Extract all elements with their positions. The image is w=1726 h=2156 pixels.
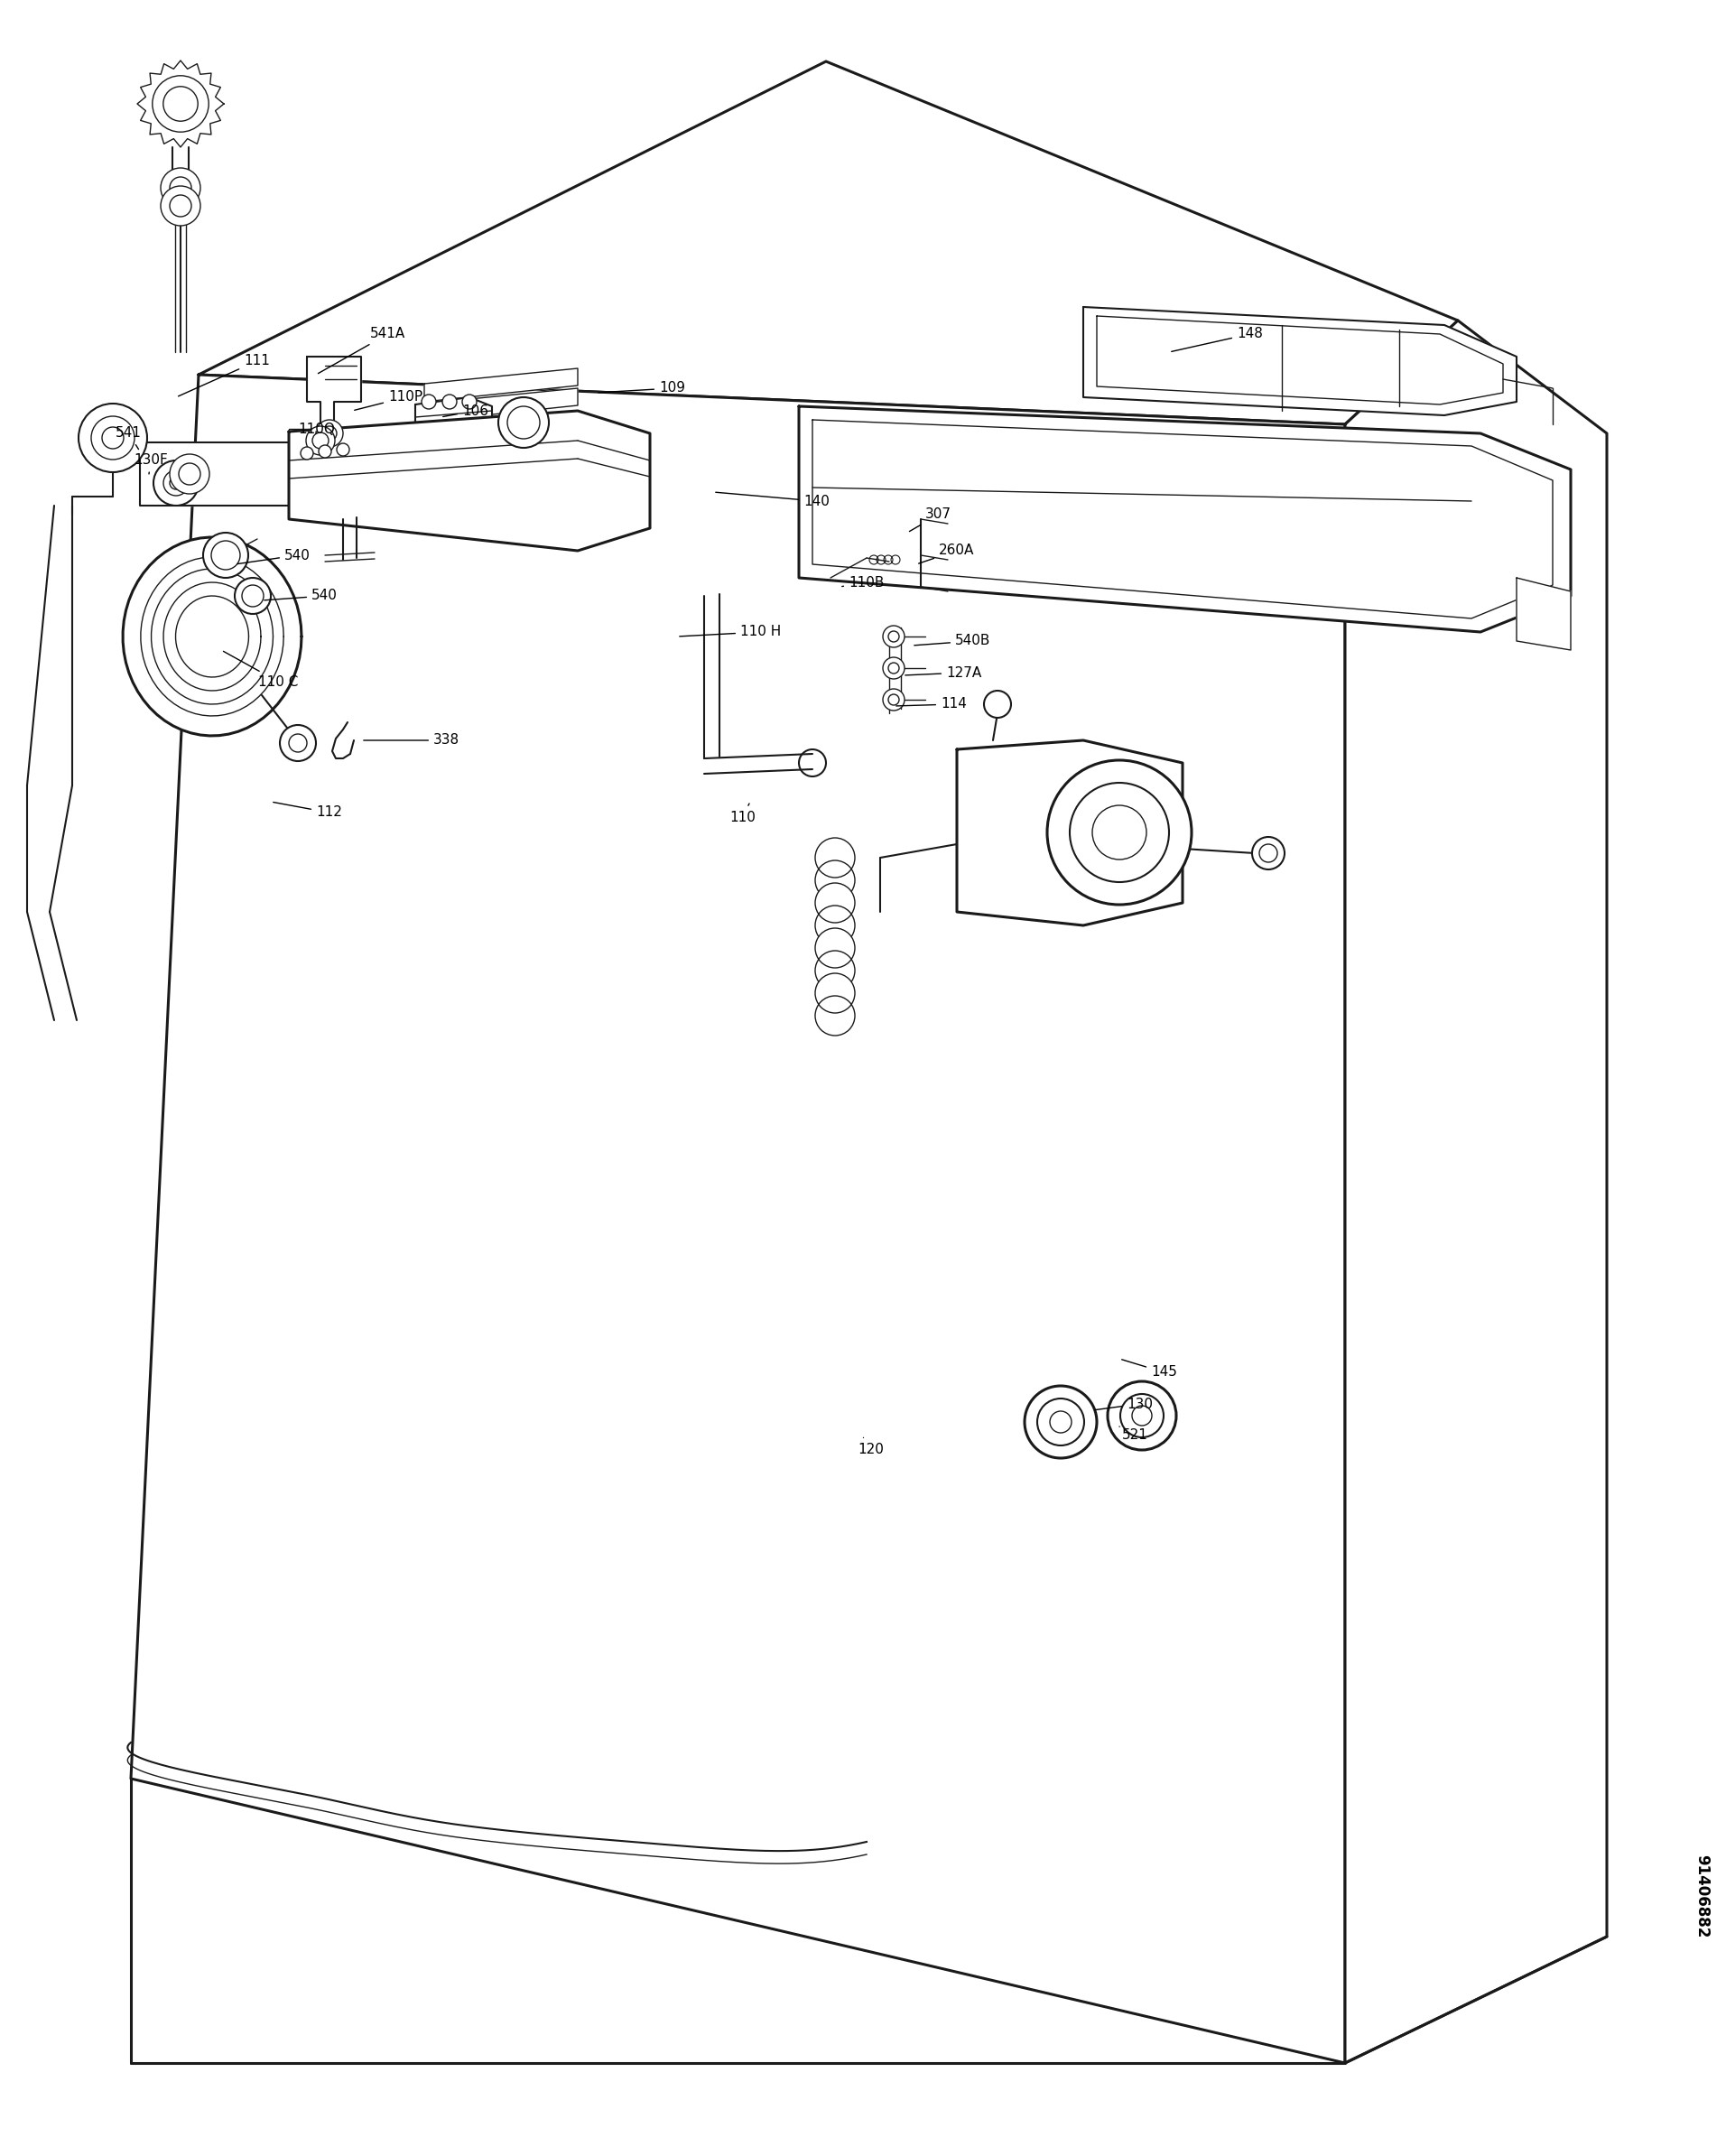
Circle shape (164, 470, 188, 496)
Ellipse shape (834, 763, 861, 789)
Circle shape (815, 839, 854, 877)
Circle shape (884, 625, 904, 647)
Circle shape (815, 972, 854, 1013)
Bar (230, 461, 285, 489)
Circle shape (235, 578, 271, 614)
Circle shape (152, 75, 209, 132)
Text: 260A: 260A (918, 543, 975, 563)
Text: 540: 540 (264, 589, 338, 604)
Circle shape (442, 395, 457, 410)
Text: 114: 114 (896, 696, 967, 711)
Text: 521: 521 (1120, 1427, 1148, 1442)
Circle shape (1070, 783, 1169, 882)
Circle shape (204, 533, 249, 578)
Text: 130: 130 (1094, 1397, 1153, 1410)
Text: 120: 120 (858, 1438, 884, 1455)
Circle shape (91, 416, 135, 459)
Circle shape (815, 927, 854, 968)
Polygon shape (131, 375, 1345, 2063)
Polygon shape (956, 740, 1182, 925)
Circle shape (306, 427, 335, 455)
Ellipse shape (830, 1412, 882, 1477)
Text: 112: 112 (273, 802, 342, 819)
Text: 127A: 127A (904, 666, 982, 679)
Text: 110B: 110B (842, 576, 884, 589)
Circle shape (884, 658, 904, 679)
Circle shape (169, 455, 209, 494)
Polygon shape (307, 356, 361, 433)
Ellipse shape (780, 789, 813, 817)
Polygon shape (1345, 321, 1607, 2063)
Ellipse shape (754, 804, 791, 830)
Text: 110Q: 110Q (299, 423, 335, 436)
Circle shape (337, 444, 349, 455)
Circle shape (154, 461, 198, 507)
Circle shape (815, 884, 854, 923)
Polygon shape (198, 60, 1458, 425)
Ellipse shape (763, 1501, 830, 1550)
Circle shape (1037, 1399, 1084, 1445)
Circle shape (884, 690, 904, 711)
Polygon shape (425, 388, 578, 423)
Ellipse shape (570, 360, 585, 395)
Circle shape (316, 420, 343, 446)
Text: 148: 148 (1172, 328, 1263, 351)
Circle shape (164, 86, 198, 121)
Text: 111: 111 (178, 354, 269, 397)
Text: 540B: 540B (915, 634, 991, 647)
Circle shape (463, 395, 476, 410)
Polygon shape (123, 537, 302, 735)
Text: 106: 106 (444, 403, 488, 418)
Ellipse shape (416, 375, 433, 410)
Circle shape (1120, 1395, 1163, 1438)
Text: 338: 338 (364, 733, 459, 748)
Text: 541A: 541A (318, 328, 406, 373)
Circle shape (319, 444, 331, 457)
Ellipse shape (887, 735, 910, 763)
Polygon shape (140, 442, 307, 507)
Circle shape (984, 690, 1011, 718)
Text: 110: 110 (730, 804, 756, 824)
Text: 307: 307 (910, 509, 951, 530)
Ellipse shape (784, 1473, 849, 1526)
Circle shape (499, 397, 549, 448)
Circle shape (161, 168, 200, 207)
Circle shape (161, 185, 200, 226)
Text: 130F: 130F (133, 453, 167, 474)
Polygon shape (799, 405, 1571, 632)
Polygon shape (425, 369, 578, 401)
Text: 110 C: 110 C (223, 651, 299, 688)
Circle shape (1108, 1382, 1175, 1451)
Circle shape (421, 395, 437, 410)
Ellipse shape (808, 776, 837, 804)
Text: 145: 145 (1122, 1360, 1177, 1380)
Text: 91406882: 91406882 (1693, 1854, 1710, 1938)
Ellipse shape (808, 1440, 865, 1503)
Ellipse shape (728, 1550, 785, 1611)
Polygon shape (288, 412, 651, 550)
Ellipse shape (744, 1526, 809, 1580)
Polygon shape (1517, 578, 1571, 651)
Text: 140: 140 (716, 492, 830, 509)
Circle shape (300, 446, 312, 459)
Circle shape (1251, 837, 1284, 869)
Polygon shape (1084, 306, 1517, 416)
Text: 540: 540 (236, 548, 311, 565)
Text: 110P: 110P (354, 390, 423, 410)
Polygon shape (136, 60, 224, 147)
Text: 541: 541 (116, 427, 142, 448)
Ellipse shape (851, 1384, 901, 1451)
Circle shape (79, 403, 147, 472)
Ellipse shape (860, 750, 885, 776)
Text: 110 H: 110 H (680, 625, 782, 638)
Circle shape (507, 405, 540, 440)
Text: 109: 109 (599, 382, 685, 395)
Circle shape (1048, 761, 1191, 906)
Polygon shape (416, 397, 492, 468)
Circle shape (280, 724, 316, 761)
Circle shape (1025, 1386, 1096, 1457)
